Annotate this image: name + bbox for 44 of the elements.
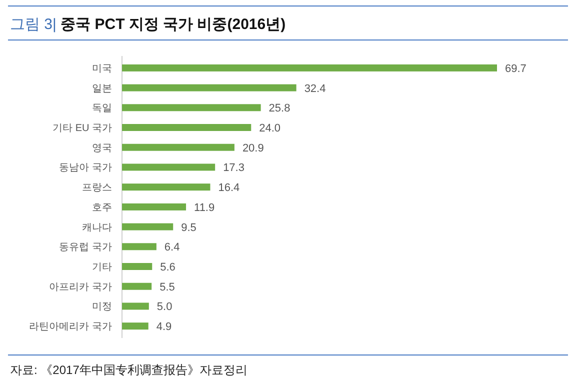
bar — [122, 203, 186, 210]
data-label: 69.7 — [505, 62, 526, 75]
chart-title: 그림 3| 중국 PCT 지정 국가 비중(2016년) — [10, 16, 286, 33]
data-label: 5.6 — [160, 262, 176, 274]
data-label: 16.4 — [218, 182, 240, 194]
y-tick-label: 독일 — [92, 103, 112, 114]
y-tick-label: 아프리카 국가 — [49, 282, 112, 293]
data-label: 4.9 — [156, 321, 172, 334]
data-label: 20.9 — [242, 142, 264, 154]
bar — [122, 243, 156, 250]
y-tick-label: 기타 — [92, 262, 112, 273]
data-label: 11.9 — [194, 202, 215, 214]
y-tick-label: 라틴아메리카 국가 — [29, 322, 112, 333]
bar — [122, 322, 148, 330]
y-tick-label: 미정 — [92, 302, 112, 313]
bar — [122, 104, 261, 112]
y-tick-label: 캐나다 — [82, 222, 112, 234]
data-label: 25.8 — [268, 102, 290, 115]
data-label: 32.4 — [304, 82, 326, 95]
bar — [122, 302, 149, 310]
bar — [122, 184, 210, 191]
bar — [122, 124, 252, 131]
bar — [122, 223, 174, 230]
data-label: 6.4 — [164, 242, 180, 254]
data-label: 17.3 — [223, 162, 244, 174]
data-label: 24.0 — [259, 122, 281, 134]
y-tick-label: 영국 — [92, 142, 112, 154]
y-tick-label: 미국 — [92, 63, 112, 74]
bar — [122, 144, 234, 151]
bar — [122, 282, 152, 290]
data-label: 9.5 — [181, 222, 196, 234]
y-tick-label: 동남아 국가 — [59, 162, 112, 174]
text: 자료: 《2017年中国专利调查报告》자료정리 — [10, 363, 248, 377]
y-tick-label: 일본 — [92, 83, 112, 94]
y-tick-label: 동유럽 국가 — [59, 242, 112, 254]
bar — [122, 263, 152, 270]
data-label: 5.0 — [156, 301, 172, 314]
y-tick-label: 기타 EU 국가 — [52, 123, 112, 134]
bar — [122, 84, 296, 92]
bar — [122, 64, 497, 72]
bar — [122, 164, 216, 171]
data-label: 5.5 — [160, 281, 175, 294]
y-tick-label: 호주 — [92, 202, 112, 214]
y-tick-label: 프랑스 — [82, 182, 112, 194]
